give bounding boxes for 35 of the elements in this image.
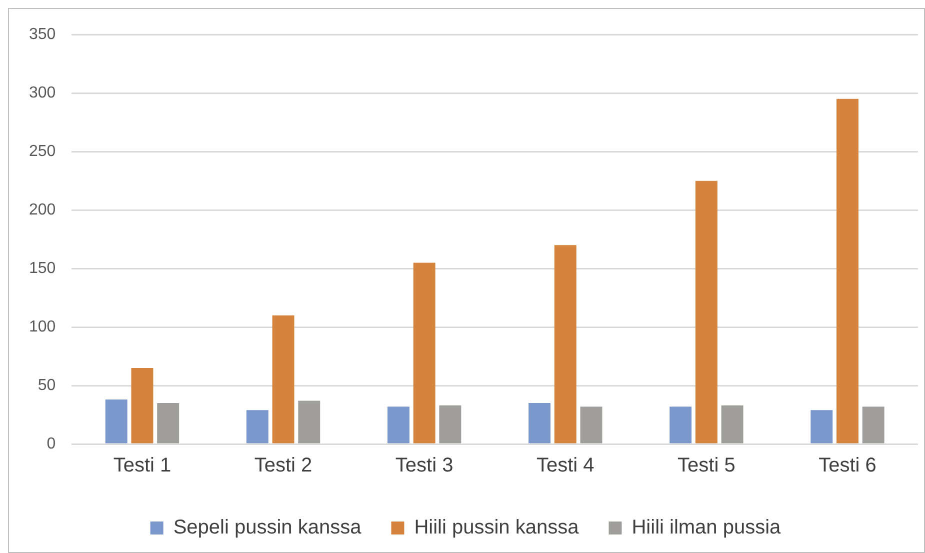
y-tick-label: 200	[28, 201, 56, 218]
bar	[695, 180, 718, 444]
y-tick-label: 50	[38, 376, 56, 394]
bar	[528, 403, 551, 444]
bar	[298, 400, 320, 444]
y-tick-label: 250	[28, 142, 56, 160]
bar	[580, 406, 602, 444]
y-tick-label: 150	[28, 260, 56, 277]
x-tick-label: Testi 3	[395, 454, 454, 477]
bar	[554, 245, 576, 444]
y-tick-label: 0	[46, 435, 56, 452]
x-tick-label: Testi 2	[254, 454, 312, 477]
bar	[862, 406, 884, 444]
x-tick-label: Testi 5	[678, 454, 736, 477]
bar	[836, 98, 858, 444]
bar	[105, 400, 128, 444]
legend-label: Hiili pussin kanssa	[414, 516, 580, 539]
bar	[157, 403, 180, 444]
bar	[246, 410, 268, 444]
bar	[387, 406, 410, 444]
x-tick-label: Testi 1	[113, 454, 172, 477]
y-tick-label: 350	[28, 26, 56, 44]
bar	[721, 405, 744, 444]
x-tick-label: Testi 6	[818, 454, 876, 477]
y-tick-label: 300	[28, 84, 56, 102]
legend-label: Sepeli pussin kanssa	[173, 516, 362, 539]
bar	[439, 405, 462, 444]
x-tick-label: Testi 4	[536, 454, 594, 477]
bar	[670, 406, 692, 444]
bar	[131, 368, 154, 444]
bar	[810, 410, 833, 444]
legend-label: Hiili ilman pussia	[632, 516, 782, 539]
bar	[413, 262, 436, 444]
y-tick-label: 100	[28, 318, 56, 336]
bar	[272, 315, 294, 444]
